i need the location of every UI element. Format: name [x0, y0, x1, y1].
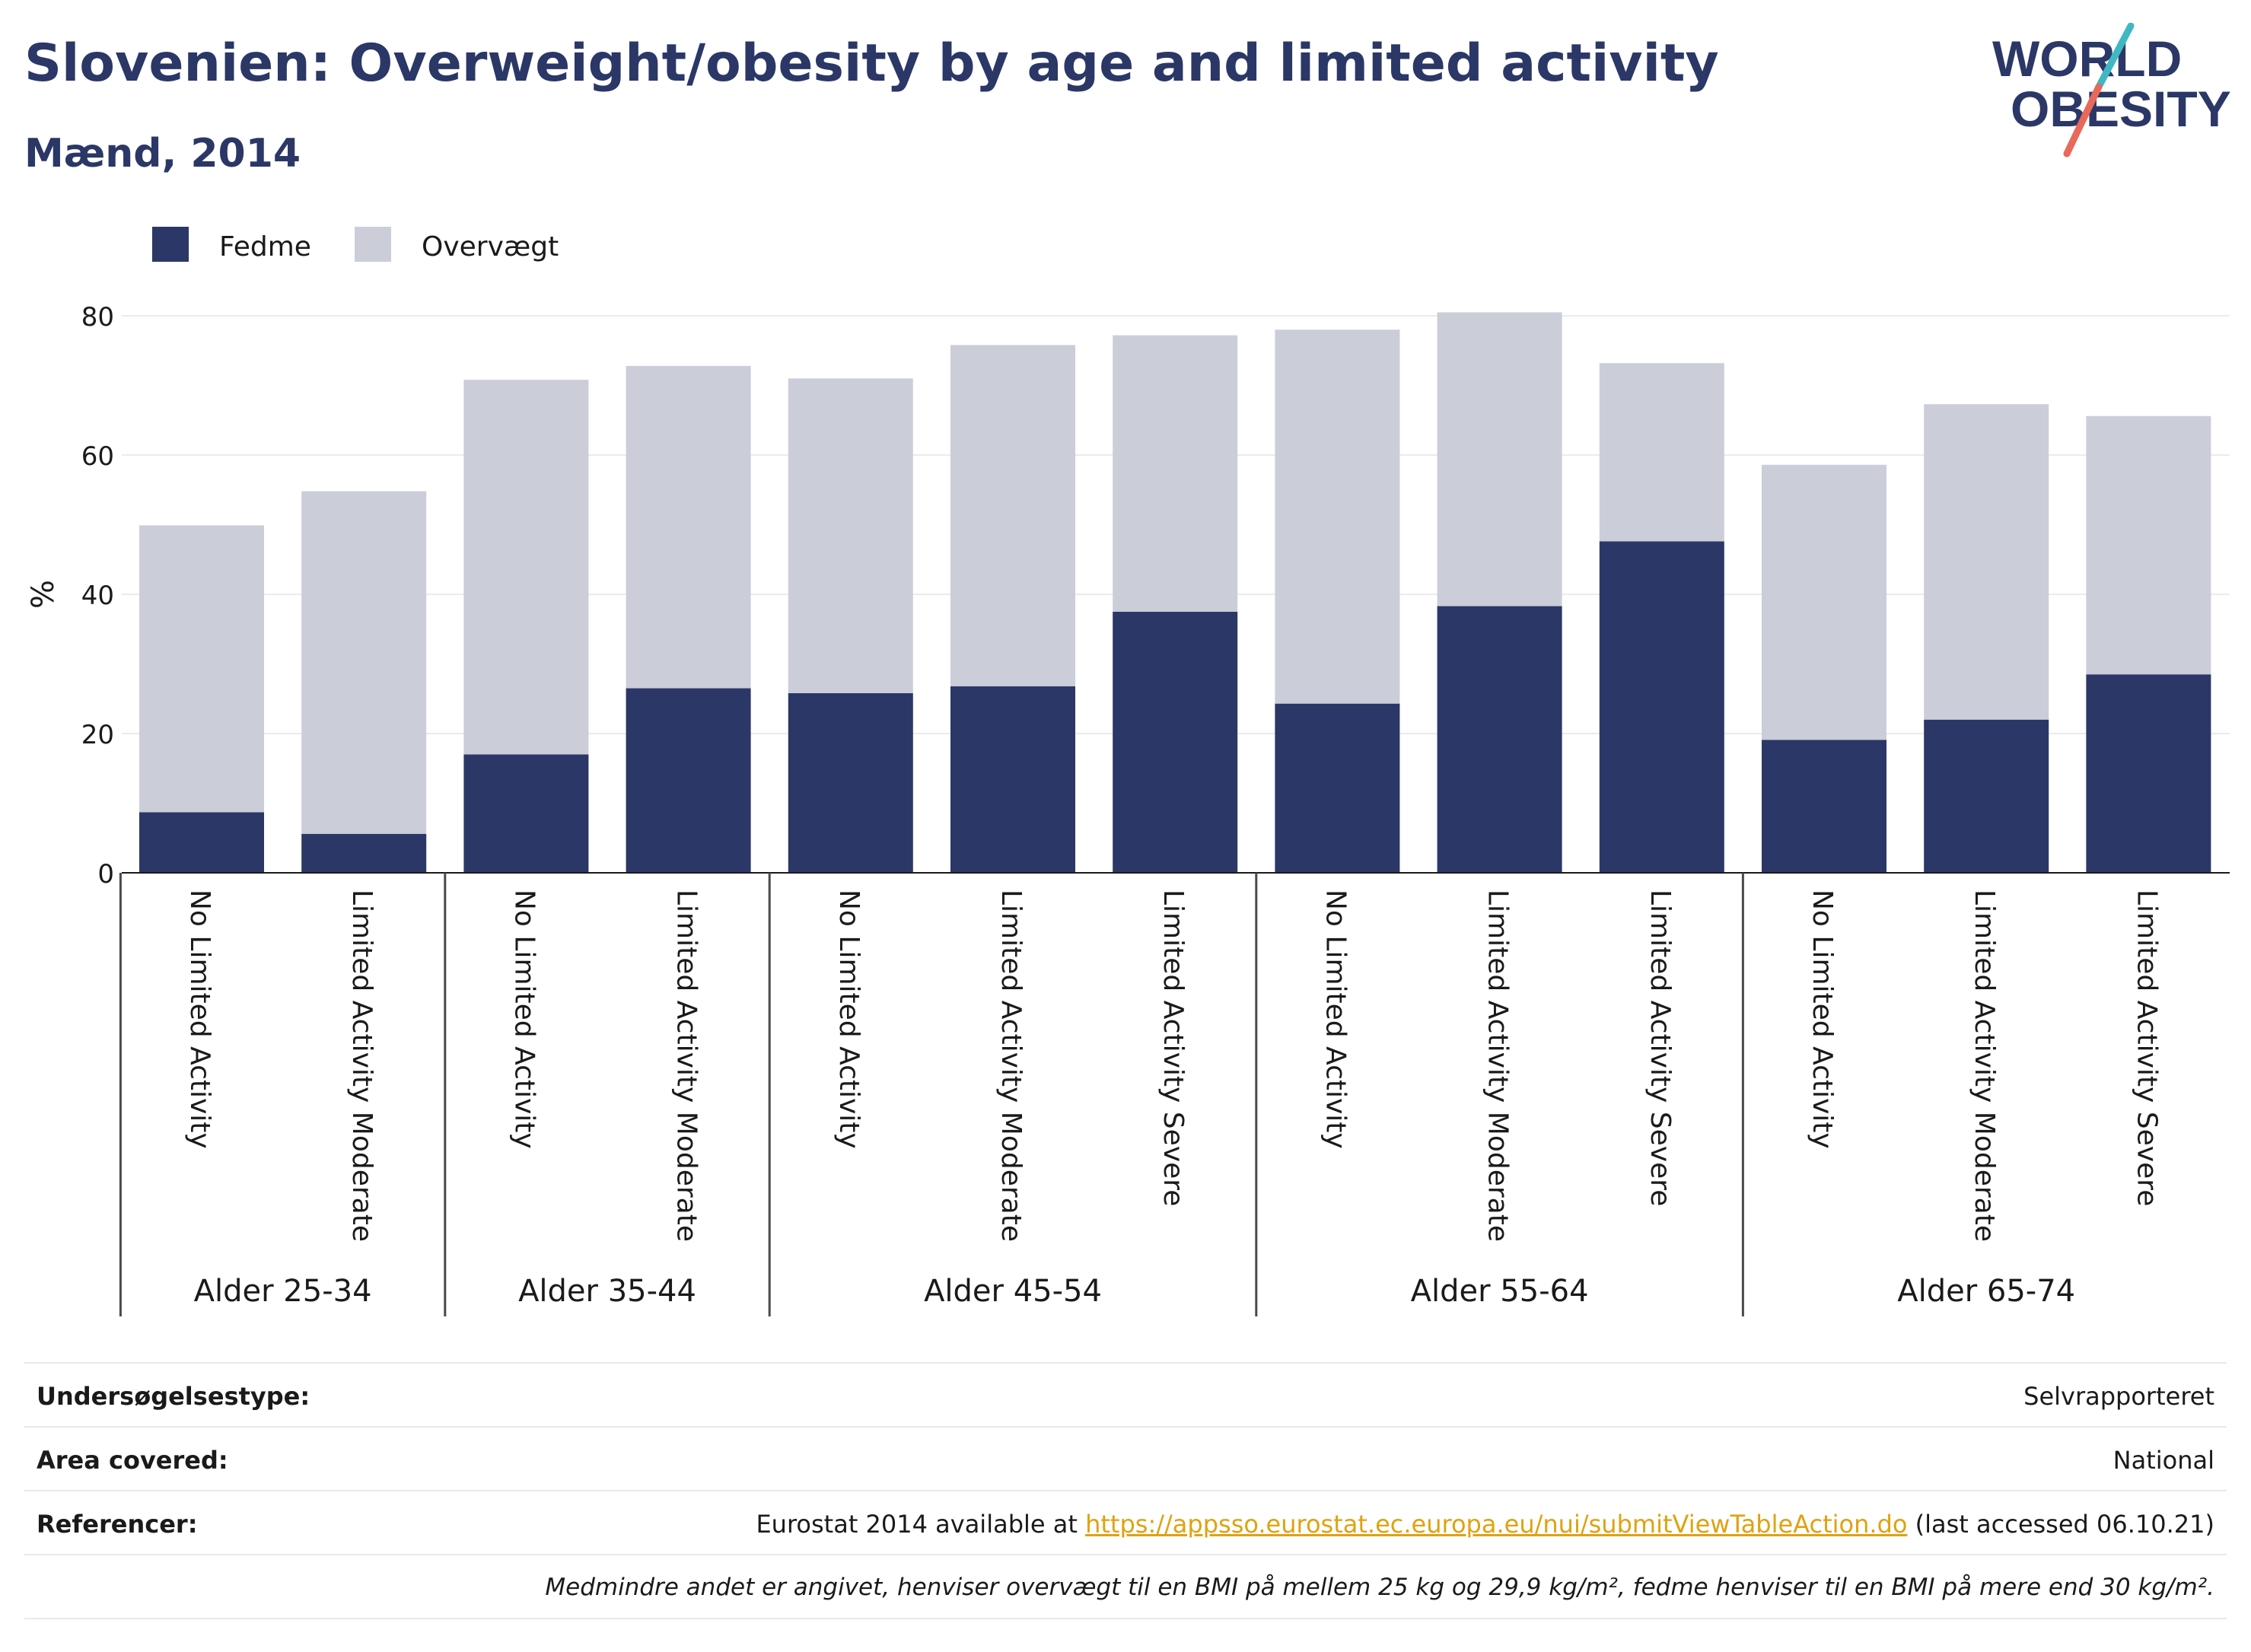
bar-fedme-9 — [1599, 541, 1724, 873]
bar-overvægt-9 — [1599, 363, 1724, 542]
group-label-1: Alder 35-44 — [518, 1274, 696, 1309]
group-label-3: Alder 55-64 — [1411, 1274, 1589, 1309]
legend-swatch-0 — [152, 227, 189, 262]
legend-swatch-1 — [355, 227, 391, 262]
y-tick-label-2: 40 — [81, 581, 114, 611]
metadata-table: Undersøgelsestype: Selvrapporteret Area … — [24, 1362, 2227, 1619]
bar-overvægt-11 — [1924, 404, 2049, 720]
x-tick-label-5: Limited Activity Moderate — [995, 890, 1027, 1242]
bar-overvægt-10 — [1762, 464, 1886, 740]
logo-slash-teal — [2095, 23, 2135, 91]
bar-fedme-5 — [950, 686, 1075, 873]
reference-prefix: Eurostat 2014 available at — [756, 1510, 1086, 1539]
meta-row-references: Referencer: Eurostat 2014 available at h… — [24, 1490, 2227, 1554]
x-tick-label-7: No Limited Activity — [1320, 890, 1351, 1149]
bar-overvægt-4 — [788, 378, 913, 693]
logo-text-obesity: OBESITY — [2011, 81, 2231, 137]
survey-type-value: Selvrapporteret — [2023, 1382, 2214, 1411]
stacked-bar-chart: Fedme Overvægt 0 20 40 60 80% No Limited Activi… — [26, 227, 2230, 1316]
bar-fedme-0 — [139, 812, 264, 873]
y-tick-label-1: 20 — [81, 720, 114, 750]
bar-fedme-11 — [1924, 719, 2049, 873]
bar-overvægt-12 — [2086, 415, 2211, 675]
bar-fedme-6 — [1113, 611, 1238, 873]
legend-label-1: Overvægt — [422, 231, 559, 263]
bar-overvægt-7 — [1275, 329, 1400, 704]
survey-type-label: Undersøgelsestype: — [37, 1382, 310, 1411]
legend-label-0: Fedme — [219, 231, 311, 263]
bar-fedme-3 — [626, 688, 751, 873]
x-tick-label-3: Limited Activity Moderate — [671, 890, 702, 1242]
meta-row-survey: Undersøgelsestype: Selvrapporteret — [24, 1362, 2227, 1426]
bar-fedme-2 — [463, 754, 589, 873]
bar-fedme-4 — [788, 692, 913, 873]
bar-overvægt-0 — [139, 525, 264, 813]
bar-fedme-7 — [1275, 703, 1400, 873]
meta-row-area: Area covered: National — [24, 1426, 2227, 1490]
y-axis-label: % — [26, 580, 61, 609]
x-tick-label-11: Limited Activity Moderate — [1969, 890, 2000, 1242]
meta-row-note: Medmindre andet er angivet, henviser ove… — [24, 1554, 2227, 1619]
bar-overvægt-2 — [463, 380, 589, 755]
bar-fedme-12 — [2086, 674, 2211, 873]
y-tick-label-0: 0 — [97, 859, 114, 890]
chart-subtitle: Mænd, 2014 — [24, 131, 301, 177]
bar-overvægt-6 — [1113, 335, 1238, 612]
bar-fedme-1 — [301, 833, 427, 873]
bar-fedme-8 — [1437, 606, 1562, 873]
logo-text-world: WORLD — [1992, 30, 2182, 87]
references-label: Referencer: — [37, 1510, 198, 1539]
bmi-definition-note: Medmindre andet er angivet, henviser ove… — [545, 1574, 2214, 1601]
bar-overvægt-8 — [1437, 312, 1562, 606]
x-tick-label-1: Limited Activity Moderate — [346, 890, 377, 1242]
bar-overvægt-5 — [950, 345, 1075, 686]
group-label-4: Alder 65-74 — [1897, 1274, 2075, 1309]
reference-link[interactable]: https://appsso.eurostat.ec.europa.eu/nui… — [1085, 1510, 1908, 1539]
y-tick-label-3: 60 — [81, 441, 114, 472]
x-tick-label-2: No Limited Activity — [508, 890, 540, 1149]
reference-suffix: (last accessed 06.10.21) — [1907, 1510, 2214, 1539]
y-tick-label-4: 80 — [81, 302, 114, 333]
chart-title: Slovenien: Overweight/obesity by age and… — [24, 33, 1719, 94]
x-tick-label-6: Limited Activity Severe — [1157, 890, 1189, 1206]
world-obesity-logo: WORLD OBESITY — [1992, 23, 2231, 158]
x-tick-label-9: Limited Activity Severe — [1644, 890, 1676, 1206]
area-covered-label: Area covered: — [37, 1446, 228, 1475]
x-tick-label-4: No Limited Activity — [833, 890, 864, 1149]
x-tick-label-0: No Limited Activity — [184, 890, 215, 1149]
x-tick-label-8: Limited Activity Moderate — [1482, 890, 1514, 1242]
bar-overvægt-1 — [301, 491, 427, 834]
group-label-2: Alder 45-54 — [924, 1274, 1102, 1309]
x-tick-label-12: Limited Activity Severe — [2131, 890, 2162, 1206]
bar-overvægt-3 — [626, 365, 751, 689]
area-covered-value: National — [2113, 1446, 2214, 1475]
x-tick-label-10: No Limited Activity — [1807, 890, 1838, 1149]
group-label-0: Alder 25-34 — [194, 1274, 372, 1309]
references-value: Eurostat 2014 available at https://appss… — [756, 1510, 2214, 1539]
logo-slash-coral — [2063, 83, 2103, 158]
bar-fedme-10 — [1762, 740, 1886, 873]
